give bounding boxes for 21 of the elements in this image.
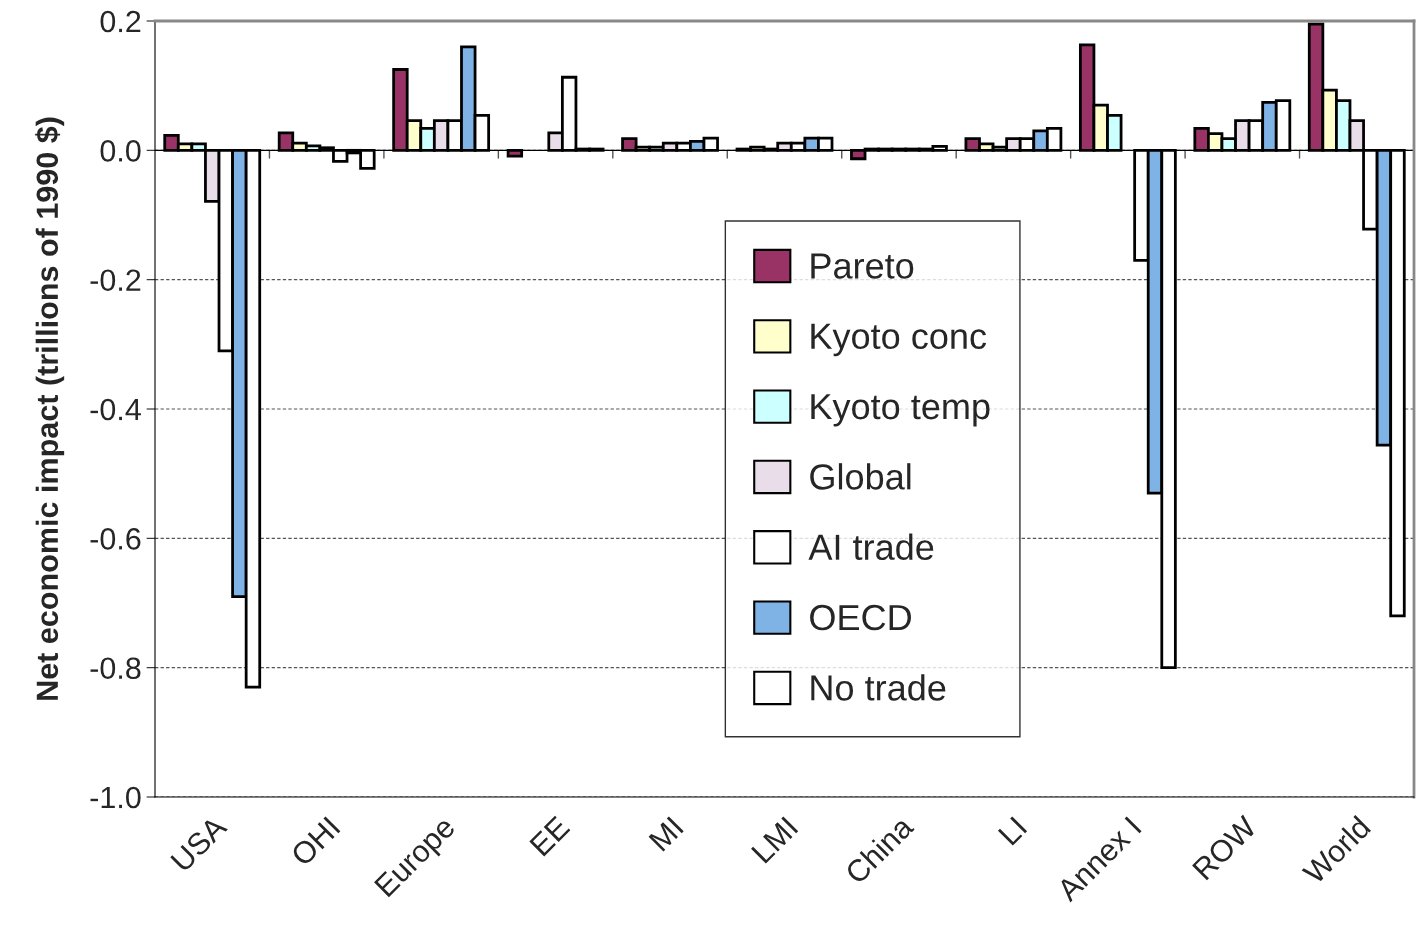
- y-tick-label: 0.2: [100, 10, 141, 33]
- y-tick-label: 0.0: [100, 140, 141, 162]
- legend-label: Global: [810, 463, 911, 490]
- y-tick-label: -0.8: [90, 657, 141, 680]
- y-axis-title: Net economic impact (trillions of 1990 $): [35, 117, 65, 700]
- y-tick-label: -0.6: [90, 528, 141, 550]
- x-tick-label: USA: [170, 814, 229, 873]
- y-tick-label: -0.4: [90, 398, 141, 421]
- legend-label: OECD: [810, 604, 911, 631]
- legend-label: AI trade: [808, 533, 934, 561]
- y-tick-label: -0.2: [90, 269, 141, 292]
- x-tick-label: MI: [648, 816, 684, 852]
- x-tick-label: LMI: [751, 816, 799, 864]
- y-tick-label: -1.0: [90, 786, 141, 809]
- legend-label: Pareto: [811, 253, 914, 279]
- x-tick-label: OHI: [289, 816, 341, 867]
- legend-label: Kyoto temp: [811, 394, 990, 427]
- legend-label: Kyoto conc: [811, 323, 987, 357]
- x-tick-label: EE: [529, 815, 571, 857]
- x-tick-label: LI: [997, 816, 1028, 846]
- legend-label: No trade: [811, 674, 946, 701]
